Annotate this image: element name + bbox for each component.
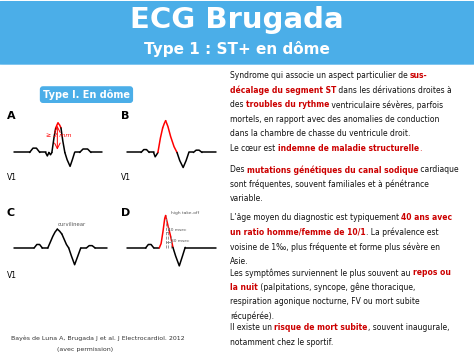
Text: ventriculaire sévères, parfois: ventriculaire sévères, parfois [329, 100, 443, 110]
Text: risque de mort subite: risque de mort subite [274, 323, 368, 332]
Text: ≥ 2 mm: ≥ 2 mm [46, 132, 71, 137]
Text: (avec permission): (avec permission) [57, 346, 113, 351]
Text: des: des [230, 100, 246, 109]
Text: Syndrome qui associe un aspect particulier de: Syndrome qui associe un aspect particuli… [230, 71, 410, 81]
Text: voisine de 1‰, plus fréquente et forme plus sévère en: voisine de 1‰, plus fréquente et forme p… [230, 242, 440, 252]
Text: mortels, en rapport avec des anomalies de conduction: mortels, en rapport avec des anomalies d… [230, 115, 439, 124]
Text: Il existe un: Il existe un [230, 323, 274, 332]
Text: A: A [7, 111, 16, 121]
Text: 40 msec: 40 msec [168, 228, 187, 231]
Text: sus-: sus- [410, 71, 428, 81]
Text: . La prévalence est: . La prévalence est [365, 228, 438, 237]
Text: L’âge moyen du diagnostic est typiquement: L’âge moyen du diagnostic est typiquemen… [230, 213, 401, 222]
Text: high take-off: high take-off [171, 211, 199, 215]
Text: B: B [120, 111, 129, 121]
Text: dans les dérivations droites à: dans les dérivations droites à [337, 86, 452, 95]
Text: un ratio homme/femme de 10/1: un ratio homme/femme de 10/1 [230, 228, 365, 237]
Text: décalage du segment ST: décalage du segment ST [230, 86, 337, 95]
Text: indemne de maladie structurelle: indemne de maladie structurelle [278, 144, 419, 153]
Text: Bayès de Luna A, Brugada J et al. J Electrocardiol. 2012: Bayès de Luna A, Brugada J et al. J Elec… [11, 335, 185, 340]
Text: variable.: variable. [230, 195, 264, 203]
Text: dans la chambre de chasse du ventricule droit.: dans la chambre de chasse du ventricule … [230, 129, 410, 138]
Text: repos ou: repos ou [413, 268, 451, 277]
Text: Le cœur est: Le cœur est [230, 144, 278, 153]
Text: (palpitations, syncope, gêne thoracique,: (palpitations, syncope, gêne thoracique, [258, 283, 415, 292]
Text: , souvent inaugurale,: , souvent inaugurale, [368, 323, 449, 332]
Text: troubles du rythme: troubles du rythme [246, 100, 329, 109]
Text: Type I. En dôme: Type I. En dôme [43, 89, 130, 100]
Text: Des: Des [230, 165, 247, 175]
Text: C: C [7, 208, 15, 218]
Text: la nuit: la nuit [230, 283, 258, 292]
Text: ECG Brugada: ECG Brugada [130, 6, 344, 34]
Text: 80 msec: 80 msec [171, 239, 190, 242]
Text: Asie.: Asie. [230, 257, 248, 266]
Text: Les symptômes surviennent le plus souvent au: Les symptômes surviennent le plus souven… [230, 268, 413, 278]
Text: récupérée).: récupérée). [230, 312, 274, 321]
Text: 40 ans avec: 40 ans avec [401, 213, 453, 222]
Text: sont fréquentes, souvent familiales et à pénétrance: sont fréquentes, souvent familiales et à… [230, 180, 429, 190]
Text: cardiaque: cardiaque [418, 165, 459, 175]
Text: Type 1 : ST+ en dôme: Type 1 : ST+ en dôme [144, 40, 330, 56]
Text: curvilinear: curvilinear [58, 222, 86, 227]
Text: V1: V1 [120, 173, 130, 182]
Text: V1: V1 [7, 271, 17, 280]
Text: V1: V1 [7, 173, 17, 182]
Text: notamment chez le sportif.: notamment chez le sportif. [230, 338, 333, 346]
Text: .: . [419, 144, 421, 153]
Text: mutations génétiques du canal sodique: mutations génétiques du canal sodique [247, 165, 418, 175]
FancyBboxPatch shape [0, 1, 474, 65]
Text: respiration agonique nocturne, FV ou mort subite: respiration agonique nocturne, FV ou mor… [230, 297, 419, 306]
Text: D: D [120, 208, 130, 218]
